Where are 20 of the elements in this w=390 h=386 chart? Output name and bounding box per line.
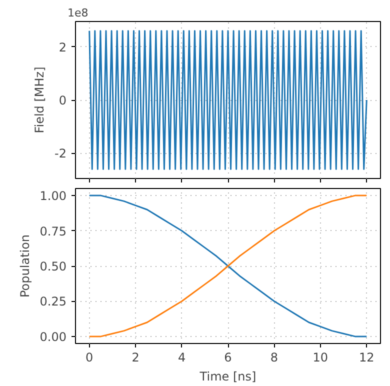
x-tick-label: 12 [359,350,374,364]
y-tick-label: 0.75 [40,224,66,238]
y-tick-label: 1.00 [40,189,66,204]
y-tick-label: 2 [58,40,67,54]
y-axis-title: Population [18,234,32,298]
line-series [88,194,368,338]
text: 1e8 [68,6,88,20]
y-tick-label: 0.00 [40,330,66,344]
x-tick-label: 0 [86,350,94,364]
x-tick-label: 8 [270,350,278,364]
x-tick-label: 2 [132,350,140,364]
y-tick-label: 0.25 [40,294,66,309]
y-tick-label: 0.50 [40,260,66,274]
x-tick-label: 4 [178,350,186,364]
y-tick-label: -2 [54,146,67,161]
x-tick-label: 10 [312,350,328,364]
y-tick-label: 0 [58,94,67,108]
x-axis-title: Time [ns] [198,370,256,384]
x-tick-label: 6 [224,350,232,364]
y-axis-title: Field [MHz] [32,66,47,134]
